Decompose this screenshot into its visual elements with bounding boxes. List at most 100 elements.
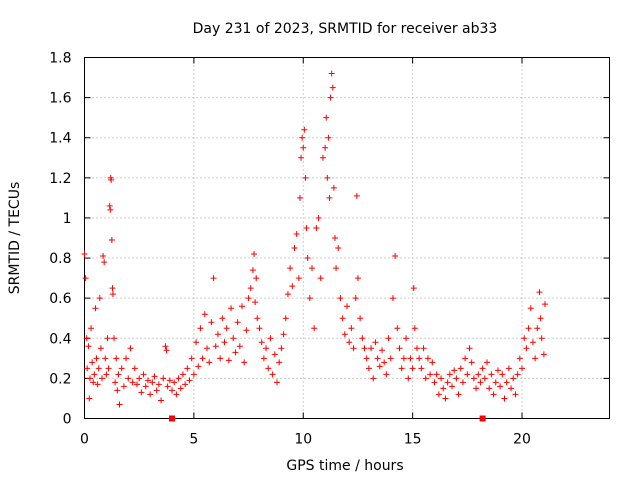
data-point bbox=[359, 335, 366, 342]
data-point bbox=[140, 371, 147, 378]
data-point bbox=[85, 343, 92, 350]
data-point bbox=[503, 379, 510, 386]
data-point bbox=[521, 335, 528, 342]
data-point bbox=[407, 355, 414, 362]
data-point bbox=[247, 285, 254, 292]
data-point bbox=[138, 389, 145, 396]
data-point bbox=[291, 245, 298, 252]
data-point bbox=[484, 359, 490, 366]
data-point bbox=[330, 184, 337, 191]
data-point bbox=[418, 365, 425, 372]
data-point bbox=[108, 176, 115, 183]
data-point bbox=[88, 325, 95, 332]
y-tick-label: 1.4 bbox=[49, 131, 71, 147]
data-point bbox=[109, 291, 116, 298]
data-point bbox=[523, 345, 530, 352]
data-point bbox=[114, 387, 121, 394]
data-point bbox=[92, 305, 99, 312]
data-point bbox=[91, 371, 98, 378]
data-point bbox=[86, 395, 93, 402]
data-point bbox=[184, 365, 191, 372]
data-point bbox=[537, 315, 544, 322]
data-point bbox=[325, 134, 332, 141]
data-point bbox=[488, 371, 495, 378]
data-point bbox=[199, 355, 206, 362]
data-point bbox=[449, 383, 455, 390]
data-point bbox=[374, 355, 381, 362]
data-point bbox=[99, 375, 105, 382]
data-point bbox=[282, 315, 289, 322]
data-point bbox=[337, 295, 344, 302]
data-point bbox=[510, 375, 517, 382]
data-point bbox=[323, 114, 330, 121]
data-point bbox=[166, 377, 173, 384]
data-point bbox=[296, 194, 303, 201]
data-point bbox=[328, 70, 335, 77]
plot-frame bbox=[84, 57, 610, 419]
data-point bbox=[115, 371, 122, 378]
data-point bbox=[532, 355, 539, 362]
data-point bbox=[208, 319, 215, 326]
data-point bbox=[116, 401, 123, 408]
data-point bbox=[188, 355, 195, 362]
data-point bbox=[527, 305, 534, 312]
data-point bbox=[125, 375, 132, 382]
x-axis-label: GPS time / hours bbox=[286, 458, 403, 474]
data-point bbox=[525, 325, 532, 332]
chart-title: Day 231 of 2023, SRMTID for receiver ab3… bbox=[193, 21, 498, 37]
data-point bbox=[344, 303, 350, 310]
data-point bbox=[394, 325, 401, 332]
data-point bbox=[252, 299, 259, 306]
data-point bbox=[333, 265, 340, 272]
data-point bbox=[280, 331, 287, 338]
data-point bbox=[228, 305, 235, 312]
data-point bbox=[381, 359, 388, 366]
data-point bbox=[175, 375, 182, 382]
data-point bbox=[100, 253, 107, 260]
data-point bbox=[451, 367, 458, 374]
data-point bbox=[492, 379, 499, 386]
y-tick-label: 0.4 bbox=[49, 331, 71, 347]
data-point bbox=[416, 355, 423, 362]
data-point bbox=[177, 385, 184, 392]
data-point bbox=[127, 345, 134, 352]
data-point bbox=[300, 144, 307, 151]
y-tick-label: 1.6 bbox=[49, 91, 71, 107]
data-point bbox=[303, 224, 310, 231]
data-point bbox=[422, 375, 429, 382]
data-point bbox=[278, 345, 285, 352]
data-point bbox=[120, 383, 127, 390]
data-point bbox=[163, 347, 170, 354]
data-point bbox=[204, 345, 210, 352]
data-point bbox=[253, 275, 260, 282]
data-point bbox=[508, 385, 515, 392]
data-point bbox=[263, 345, 270, 352]
data-point bbox=[435, 391, 442, 398]
data-point bbox=[376, 363, 383, 370]
data-point bbox=[284, 291, 291, 298]
data-point bbox=[396, 345, 403, 352]
data-point bbox=[149, 379, 156, 386]
data-point bbox=[339, 315, 346, 322]
data-point bbox=[169, 387, 175, 394]
data-point bbox=[81, 251, 88, 258]
data-point bbox=[309, 265, 315, 272]
data-point bbox=[459, 379, 466, 386]
data-point bbox=[464, 371, 471, 378]
data-point bbox=[293, 230, 300, 237]
data-point bbox=[501, 395, 508, 402]
data-point bbox=[112, 379, 119, 386]
data-point bbox=[538, 335, 545, 342]
data-point bbox=[96, 295, 103, 302]
data-point bbox=[201, 311, 208, 318]
data-point bbox=[164, 383, 171, 390]
data-point bbox=[363, 355, 370, 362]
data-point bbox=[193, 339, 200, 346]
data-point bbox=[97, 345, 104, 352]
data-point bbox=[101, 259, 108, 266]
data-point bbox=[230, 335, 237, 342]
data-point bbox=[84, 365, 91, 372]
data-point bbox=[93, 355, 100, 362]
data-point bbox=[276, 359, 283, 366]
data-point bbox=[466, 345, 473, 352]
